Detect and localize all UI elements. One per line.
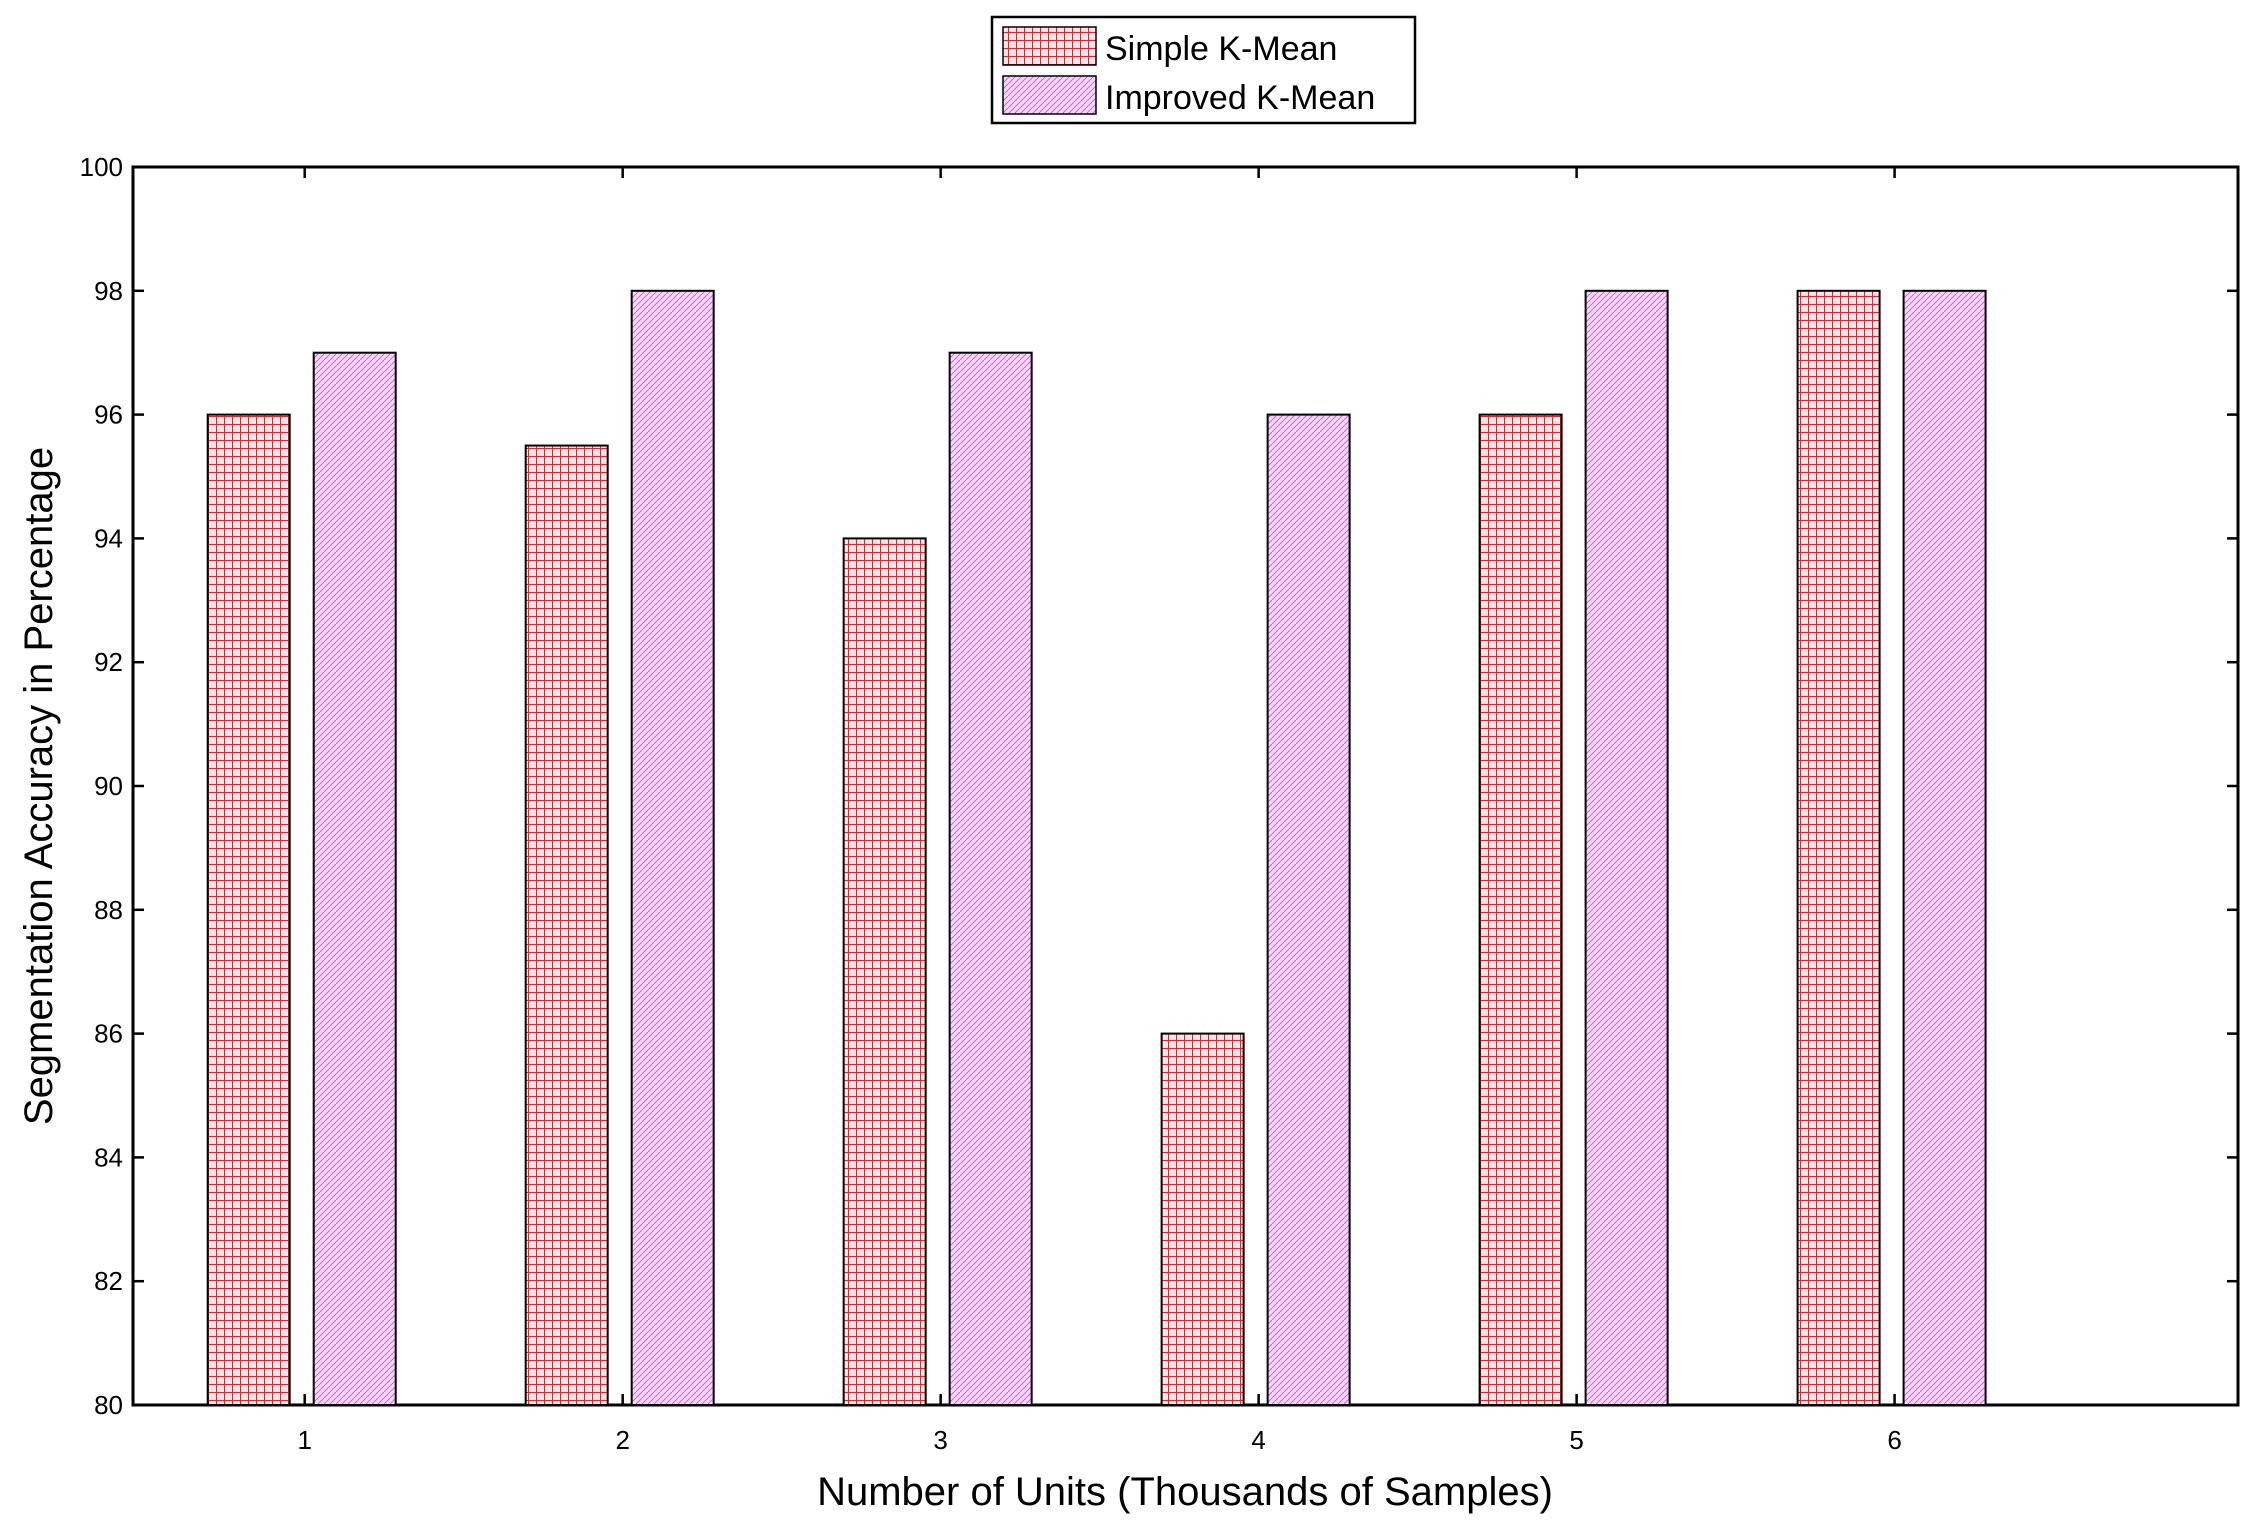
legend-swatch-simple-k-mean [1002, 26, 1097, 66]
bar-improved-k-mean-6 [1902, 289, 1987, 1406]
y-tick-label: 96 [94, 400, 123, 430]
bar-improved-k-mean-5 [1584, 289, 1669, 1406]
y-tick-label: 80 [94, 1390, 123, 1420]
x-tick-label: 4 [1251, 1425, 1265, 1455]
x-tick-label: 3 [933, 1425, 947, 1455]
bar-simple-k-mean-3 [842, 537, 927, 1406]
x-tick-label: 2 [615, 1425, 629, 1455]
y-tick-label: 94 [94, 523, 123, 553]
legend-label-simple-k-mean: Simple K-Mean [1105, 30, 1337, 68]
x-tick-label: 6 [1887, 1425, 1901, 1455]
y-axis-label: Segmentation Accuracy in Percentage [17, 447, 61, 1125]
bar-simple-k-mean-1 [206, 413, 291, 1407]
bar-simple-k-mean-4 [1160, 1032, 1245, 1406]
y-tick-label: 86 [94, 1019, 123, 1049]
legend-swatch-improved-k-mean [1002, 75, 1097, 115]
bar-improved-k-mean-4 [1266, 413, 1351, 1407]
y-tick-label: 92 [94, 647, 123, 677]
x-axis-label: Number of Units (Thousands of Samples) [817, 1470, 1553, 1514]
x-axis: 1 2 3 4 5 6 [297, 167, 1902, 1455]
y-tick-label: 84 [94, 1142, 123, 1172]
y-tick-label: 90 [94, 771, 123, 801]
bar-group [206, 289, 1987, 1407]
y-axis: 80 82 84 86 88 90 92 94 96 98 100 [80, 152, 2238, 1420]
legend: Simple K-Mean Improved K-Mean [990, 15, 1417, 125]
bar-improved-k-mean-2 [630, 289, 715, 1406]
y-tick-label: 82 [94, 1266, 123, 1296]
bar-simple-k-mean-5 [1478, 413, 1563, 1407]
bar-simple-k-mean-6 [1796, 289, 1881, 1406]
x-tick-label: 5 [1569, 1425, 1583, 1455]
y-tick-label: 98 [94, 276, 123, 306]
bar-improved-k-mean-1 [312, 351, 397, 1407]
x-tick-label: 1 [297, 1425, 311, 1455]
legend-label-improved-k-mean: Improved K-Mean [1105, 79, 1375, 117]
bar-improved-k-mean-3 [948, 351, 1033, 1407]
bar-simple-k-mean-2 [524, 444, 609, 1406]
y-tick-label: 88 [94, 895, 123, 925]
y-tick-label: 100 [80, 152, 123, 182]
